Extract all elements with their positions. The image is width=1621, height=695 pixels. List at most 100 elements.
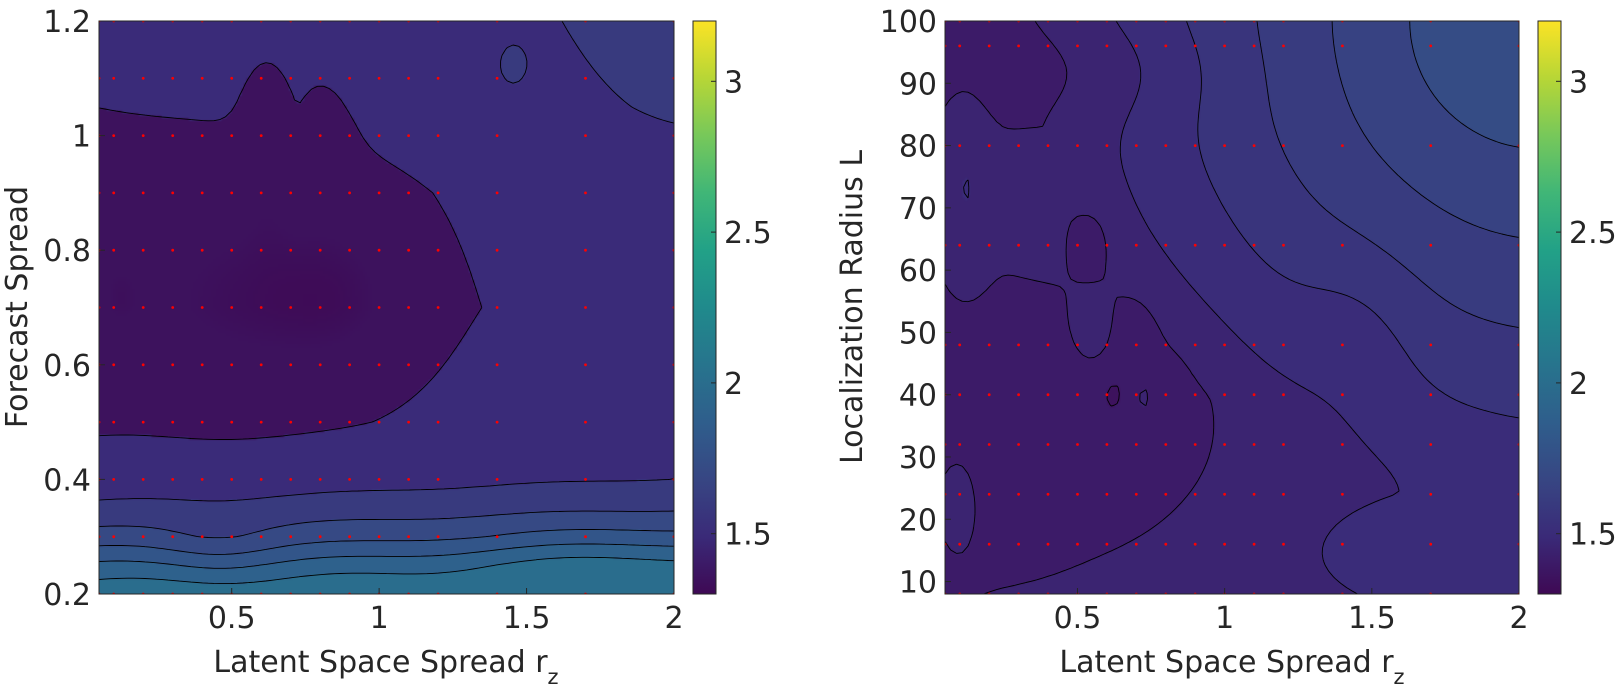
y-tick-label: 1.2	[43, 5, 91, 40]
y-tick-label: 20	[899, 503, 937, 538]
sample-point	[112, 76, 116, 80]
sample-point	[1223, 243, 1226, 247]
sample-point	[1193, 44, 1197, 48]
y-tick-label: 0.6	[43, 349, 91, 384]
sample-point	[141, 76, 145, 80]
sample-point	[1429, 393, 1433, 397]
y-ticks-left: 0.2 0.4 0.6 0.8 1 1.2	[43, 5, 105, 613]
sample-point	[1193, 393, 1197, 397]
sample-point	[318, 535, 322, 539]
sample-point	[987, 492, 991, 496]
sample-point	[377, 76, 381, 80]
y-tick-label: 0.8	[43, 234, 91, 269]
sample-point	[230, 306, 234, 309]
sample-point	[318, 191, 322, 195]
sample-point	[958, 542, 962, 546]
sample-point	[958, 243, 962, 247]
sample-point	[112, 134, 116, 138]
sample-point	[1193, 343, 1197, 347]
colorbar-tick-label: 2.5	[724, 216, 772, 251]
y-tick-label: 0.2	[43, 578, 91, 613]
sample-point	[1017, 144, 1020, 148]
sample-point	[289, 191, 293, 195]
sample-point	[171, 363, 175, 367]
sample-point	[289, 306, 293, 309]
sample-point	[407, 306, 410, 309]
sample-point	[584, 535, 587, 539]
sample-point	[1164, 542, 1168, 546]
sample-point	[1223, 343, 1226, 347]
sample-point	[407, 134, 410, 138]
plot-frame-left	[98, 20, 675, 595]
sample-point	[259, 363, 263, 367]
y-tick-label: 40	[899, 379, 937, 414]
sample-point	[436, 363, 440, 367]
contour-line-right-6	[1409, 21, 1519, 148]
y-tick-label: 60	[899, 254, 937, 289]
sample-point	[495, 76, 499, 80]
sample-point	[1076, 492, 1079, 496]
x-tick-label: 1	[370, 601, 389, 636]
sample-point	[1105, 144, 1109, 148]
sample-point	[1341, 492, 1344, 496]
sample-point	[1134, 542, 1138, 546]
sample-point	[987, 443, 991, 446]
x-tick-label: 2	[1509, 601, 1528, 636]
sample-point	[987, 144, 991, 148]
sample-point	[289, 134, 293, 138]
sample-point	[230, 134, 234, 138]
sample-point	[171, 535, 175, 539]
sample-point	[495, 535, 499, 539]
sample-point	[200, 535, 204, 539]
y-axis-label-right: Localization Radius L	[835, 150, 870, 464]
x-tick-label: 1.5	[1348, 601, 1396, 636]
sample-point	[495, 363, 499, 367]
sample-point	[1193, 243, 1197, 247]
sample-point	[1164, 144, 1168, 148]
sample-point	[1429, 443, 1433, 446]
sample-point	[1134, 443, 1138, 446]
sample-point	[584, 478, 587, 481]
sample-point	[1429, 243, 1433, 247]
sample-point	[1134, 44, 1138, 48]
sample-point	[1282, 343, 1285, 347]
sample-point	[1429, 343, 1433, 347]
y-tick-label: 50	[899, 316, 937, 351]
sample-point	[1164, 44, 1168, 48]
sample-point	[318, 76, 322, 80]
sample-point	[1193, 542, 1197, 546]
sample-point	[958, 44, 962, 48]
heatmap-image-right	[945, 21, 1519, 594]
y-tick-label: 90	[899, 67, 937, 102]
sample-point	[318, 248, 322, 252]
sample-point	[1017, 443, 1020, 446]
sample-point	[141, 363, 145, 367]
sample-point	[1105, 393, 1109, 397]
sample-point	[584, 363, 587, 367]
x-axis-label-left: Latent Space Spread rz	[213, 645, 558, 689]
sample-point	[958, 443, 962, 446]
sample-point	[1223, 492, 1226, 496]
sample-point	[1282, 243, 1285, 247]
sample-point	[1105, 443, 1109, 446]
sample-point	[987, 343, 991, 347]
sample-point	[1017, 393, 1020, 397]
contour-line-left-1	[99, 21, 674, 502]
sample-point	[289, 420, 293, 424]
sample-point	[377, 478, 381, 481]
sample-point	[1105, 542, 1109, 546]
sample-point	[1429, 492, 1433, 496]
sample-point	[200, 134, 204, 138]
sample-point	[1341, 443, 1344, 446]
contour-lines-left	[99, 21, 674, 585]
sample-point	[1252, 243, 1256, 247]
sample-point	[1341, 393, 1344, 397]
sample-point	[348, 420, 351, 424]
sample-point	[436, 191, 440, 195]
sample-point	[200, 478, 204, 481]
sample-point	[1076, 393, 1079, 397]
contour-surface-right	[945, 21, 1519, 594]
sample-point	[1341, 542, 1344, 546]
sample-point	[436, 134, 440, 138]
